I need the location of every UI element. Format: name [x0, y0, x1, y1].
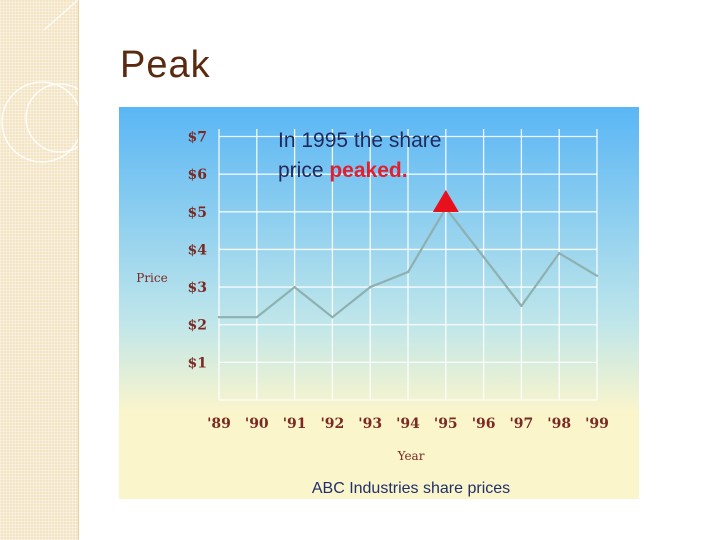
data-point: [217, 315, 221, 319]
x-tick-label: '97: [510, 416, 534, 432]
x-tick-label: '95: [434, 416, 458, 432]
y-ticks: $1 $2 $3 $4 $5 $6 $7: [188, 130, 208, 372]
chart-title: ABC Industries share prices: [312, 480, 510, 497]
x-axis-label: Year: [397, 449, 425, 463]
x-tick-label: '96: [472, 416, 496, 432]
annotation-line-1: In 1995 the share: [278, 129, 441, 152]
line-chart: $1 $2 $3 $4 $5 $6 $7 '89'90'91'92'93'94'95'96 '…: [119, 107, 639, 499]
decorative-circles-icon: [1, 0, 78, 163]
slide-title: Peak: [120, 44, 211, 86]
data-point: [293, 285, 296, 289]
series-layer: [217, 190, 599, 319]
chart-background: [119, 107, 639, 499]
y-tick-label: $4: [188, 242, 208, 258]
chart-svg: $1$2$3$4$5$6$7 '89'90'91'92'93'94'95'96 '…: [119, 107, 639, 499]
data-point: [595, 274, 599, 277]
x-ticks: '89 '90 '91 '92 '93 '94 '95 '96 '97 '98 '99: [207, 416, 609, 432]
x-tick-label: '94: [396, 416, 420, 432]
annotation-line-2: price peaked.: [278, 159, 408, 182]
y-axis-label: Price: [136, 271, 167, 285]
data-point: [369, 285, 372, 289]
data-point: [482, 255, 485, 259]
x-tick-label: '93: [358, 416, 382, 432]
data-point: [558, 252, 561, 255]
y-tick-label: $6: [188, 167, 207, 183]
data-point: [255, 315, 258, 319]
annotation-line-2-prefix: price: [278, 159, 329, 182]
data-point: [331, 315, 334, 319]
y-tick-label: $7: [188, 130, 207, 146]
peak-marker: [432, 190, 459, 213]
data-point: [520, 304, 523, 308]
y-tick-label: $2: [188, 318, 207, 334]
x-tick-label: '98: [547, 416, 571, 432]
x-tick-label: '99: [585, 416, 609, 432]
y-tick-label: $5: [188, 205, 207, 221]
annotation-highlight: peaked.: [329, 159, 407, 182]
decorative-side-strip: [0, 0, 79, 540]
y-tick-label: $3: [188, 280, 207, 296]
x-tick-label: '91: [283, 416, 307, 432]
y-tick-label: $1: [188, 355, 207, 371]
data-point: [406, 270, 410, 274]
x-tick-label: '89: [207, 416, 231, 432]
grid: [218, 129, 598, 401]
x-tick-label: '90: [245, 416, 269, 432]
x-tick-label: '92: [321, 416, 345, 432]
